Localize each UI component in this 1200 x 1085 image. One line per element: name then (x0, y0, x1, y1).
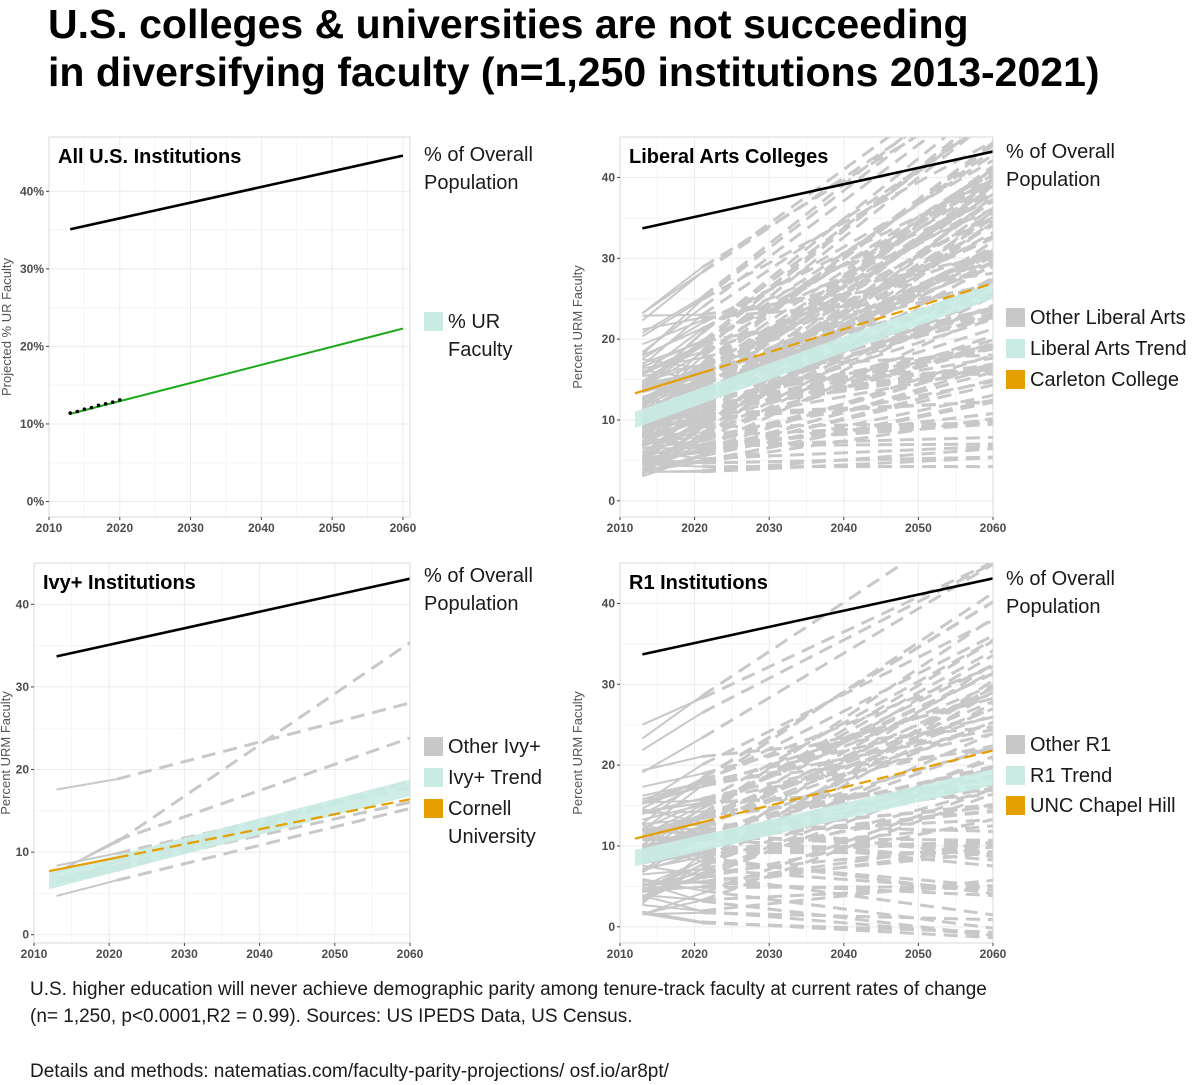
observed-point (76, 410, 80, 414)
caption: U.S. higher education will never achieve… (30, 976, 987, 1030)
x-tick-label: 2030 (171, 947, 198, 961)
legend-key-trend (1006, 766, 1025, 785)
y-axis-label: Percent URM Faculty (0, 691, 13, 815)
y-tick-label: 20 (16, 763, 30, 777)
y-tick-label: 40 (602, 170, 616, 184)
legend-key-highlight (424, 799, 443, 818)
x-tick-label: 2050 (905, 521, 932, 535)
observed-point (68, 411, 72, 415)
x-tick-label: 2020 (106, 521, 133, 535)
legend-key-trend (1006, 339, 1025, 358)
y-tick-label: 30 (16, 680, 30, 694)
x-tick-label: 2050 (319, 521, 346, 535)
x-tick-label: 2020 (681, 521, 708, 535)
x-tick-label: 2050 (905, 947, 932, 961)
observed-point (118, 398, 122, 402)
y-tick-label: 0 (22, 928, 29, 942)
legend-key-trend (424, 768, 443, 787)
y-axis-label: Percent URM Faculty (570, 691, 585, 815)
x-tick-label: 2030 (177, 521, 204, 535)
y-tick-label: 40% (20, 184, 44, 198)
other-observed-line (642, 448, 702, 449)
y-axis-label: Projected % UR Faculty (0, 258, 14, 396)
panel-title: Ivy+ Institutions (43, 572, 196, 594)
x-tick-label: 2040 (830, 521, 857, 535)
x-tick-label: 2010 (607, 947, 634, 961)
y-tick-label: 10 (602, 413, 616, 427)
legend-label-other: Other Ivy+ (448, 733, 541, 761)
legend-key-trend (424, 312, 443, 331)
legend-label-trend: Liberal Arts Trend (1030, 335, 1187, 363)
y-tick-label: 10% (20, 417, 44, 431)
legend-label-other: Other R1 (1030, 731, 1111, 759)
x-tick-label: 2040 (248, 521, 275, 535)
y-tick-label: 10 (16, 845, 30, 859)
x-tick-label: 2030 (756, 521, 783, 535)
caption-line-2: (n= 1,250, p<0.0001,R2 = 0.99). Sources:… (30, 1003, 987, 1030)
legend-label-other: Other Liberal Arts (1030, 304, 1186, 332)
y-tick-label: 0 (608, 920, 615, 934)
panel-title: All U.S. Institutions (58, 146, 241, 168)
y-tick-label: 20 (602, 758, 616, 772)
x-tick-label: 2040 (246, 947, 273, 961)
x-tick-label: 2010 (607, 521, 634, 535)
y-tick-label: 20 (602, 332, 616, 346)
observed-point (83, 407, 87, 411)
legend-header: % of Overall Population (424, 141, 533, 197)
x-tick-label: 2020 (681, 947, 708, 961)
x-tick-label: 2030 (756, 947, 783, 961)
x-tick-label: 2060 (980, 947, 1007, 961)
x-tick-label: 2010 (21, 947, 48, 961)
legend-header: % of Overall Population (1006, 138, 1115, 194)
chart-panel-1: All U.S. Institutions 2010 2020 2030 2040 205… (0, 137, 417, 535)
y-tick-label: 30% (20, 262, 44, 276)
y-tick-label: 20% (20, 339, 44, 353)
x-tick-label: 2060 (390, 521, 417, 535)
x-tick-label: 2040 (830, 947, 857, 961)
caption-line-1: U.S. higher education will never achieve… (30, 976, 987, 1003)
y-tick-label: 40 (16, 597, 30, 611)
panel-title: R1 Institutions (629, 572, 768, 594)
caption-line-3: Details and methods: natematias.com/facu… (30, 1058, 669, 1085)
x-tick-label: 2050 (321, 947, 348, 961)
legend-label-highlight: UNC Chapel Hill (1030, 792, 1176, 820)
x-tick-label: 2010 (36, 521, 63, 535)
observed-point (104, 402, 108, 406)
observed-point (90, 406, 94, 410)
caption-methods: Details and methods: natematias.com/facu… (30, 1058, 669, 1085)
legend-label-trend: % UR Faculty (448, 308, 512, 364)
other-observed-line (642, 315, 702, 316)
y-tick-label: 30 (602, 677, 616, 691)
legend-header: % of Overall Population (1006, 565, 1115, 621)
legend-label-highlight: Carleton College (1030, 366, 1179, 394)
y-tick-label: 40 (602, 596, 616, 610)
x-tick-label: 2060 (397, 947, 424, 961)
legend-label-trend: Ivy+ Trend (448, 764, 542, 792)
y-tick-label: 10 (602, 839, 616, 853)
y-tick-label: 30 (602, 251, 616, 265)
legend-key-highlight (1006, 370, 1025, 389)
panel-title: Liberal Arts Colleges (629, 146, 828, 168)
legend-label-highlight: Cornell University (448, 795, 536, 851)
observed-point (111, 400, 115, 404)
x-tick-label: 2060 (980, 521, 1007, 535)
legend-label-trend: R1 Trend (1030, 762, 1112, 790)
legend-key-other (1006, 735, 1025, 754)
legend-key-other (424, 737, 443, 756)
y-axis-label: Percent URM Faculty (570, 265, 585, 389)
legend-key-highlight (1006, 796, 1025, 815)
legend-header: % of Overall Population (424, 562, 533, 618)
x-tick-label: 2020 (96, 947, 123, 961)
y-tick-label: 0 (608, 494, 615, 508)
observed-point (97, 404, 101, 408)
y-tick-label: 0% (27, 494, 45, 508)
legend-key-other (1006, 308, 1025, 327)
